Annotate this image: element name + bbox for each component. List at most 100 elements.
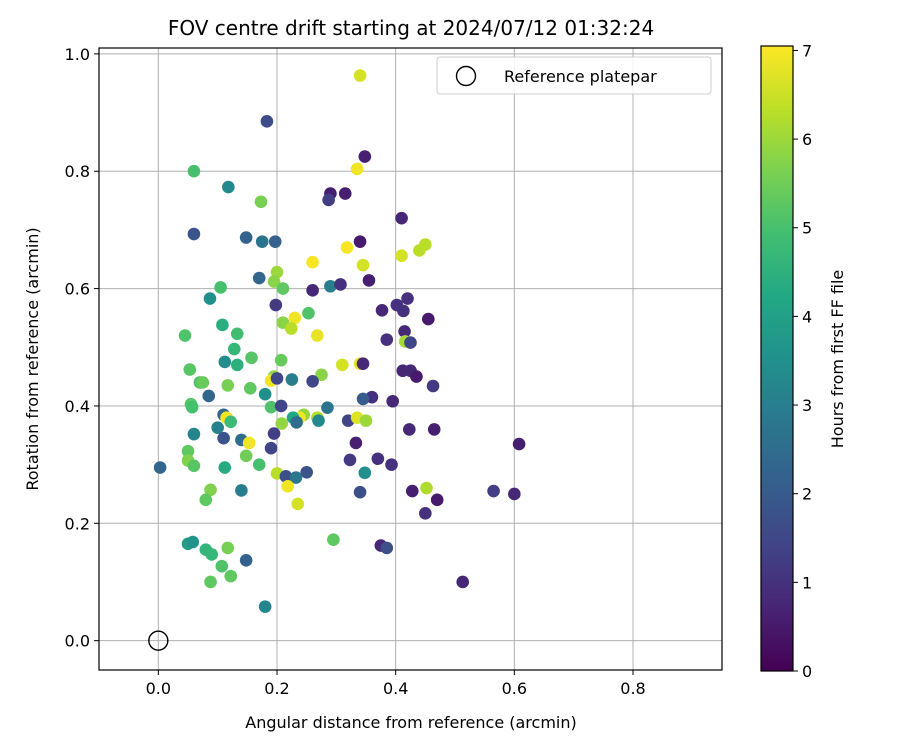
scatter-point xyxy=(362,274,376,287)
x-axis-ticks: 0.0 0.2 0.4 0.6 0.8 xyxy=(146,670,646,698)
y-tick-label: 1.0 xyxy=(65,45,90,64)
y-tick-label: 0.4 xyxy=(65,397,90,416)
scatter-point xyxy=(359,414,373,427)
scatter-point xyxy=(324,279,337,293)
scatter-point xyxy=(264,441,278,455)
scatter-point xyxy=(375,303,389,317)
scatter-point xyxy=(211,421,224,434)
scatter-point xyxy=(356,258,370,272)
scatter-point xyxy=(270,372,284,385)
scatter-point xyxy=(215,559,229,573)
scatter-point xyxy=(268,235,282,248)
scatter-point xyxy=(274,353,288,367)
scatter-point xyxy=(306,374,319,388)
scatter-point xyxy=(153,461,167,474)
scatter-points xyxy=(153,69,526,613)
scatter-point xyxy=(398,325,411,338)
scatter-point xyxy=(267,275,281,288)
scatter-point xyxy=(380,333,394,346)
scatter-point xyxy=(291,497,305,511)
scatter-point xyxy=(353,485,367,499)
scatter-point xyxy=(315,368,328,382)
scatter-point xyxy=(353,235,367,248)
chart-title: FOV centre drift starting at 2024/07/12 … xyxy=(168,16,654,40)
scatter-point xyxy=(245,351,258,365)
scatter-point xyxy=(487,484,500,498)
scatter-point xyxy=(276,282,290,295)
scatter-point xyxy=(349,436,363,450)
scatter-point xyxy=(290,416,303,429)
scatter-point xyxy=(350,162,364,176)
scatter-point xyxy=(285,373,299,386)
scatter-point xyxy=(227,342,241,356)
colorbar-tick-label: 3 xyxy=(802,396,812,415)
scatter-point xyxy=(274,399,288,413)
scatter-point xyxy=(205,548,219,561)
scatter-point xyxy=(338,187,352,200)
scatter-point xyxy=(335,358,349,372)
scatter-point xyxy=(187,459,201,473)
x-axis-label: Angular distance from reference (arcmin) xyxy=(245,713,576,732)
scatter-point xyxy=(404,336,417,349)
scatter-point xyxy=(300,465,313,479)
legend-box xyxy=(436,56,712,95)
scatter-point xyxy=(419,507,432,520)
scatter-point xyxy=(288,311,302,325)
scatter-point xyxy=(306,255,319,269)
scatter-point xyxy=(322,193,335,207)
x-tick-label: 0.2 xyxy=(264,679,289,698)
scatter-point xyxy=(244,382,257,395)
scatter-point xyxy=(356,392,370,406)
scatter-point xyxy=(403,423,416,436)
y-tick-label: 0.6 xyxy=(65,280,90,299)
scatter-point xyxy=(312,414,325,427)
scatter-point xyxy=(267,427,281,440)
scatter-point xyxy=(264,400,278,414)
scatter-point xyxy=(413,244,426,257)
scatter-point xyxy=(405,484,419,498)
scatter-point xyxy=(512,437,526,451)
scatter-point xyxy=(306,284,319,297)
scatter-point xyxy=(385,458,398,471)
scatter-point xyxy=(284,322,298,335)
scatter-point xyxy=(178,329,192,342)
scatter-point xyxy=(353,69,367,82)
scatter-point xyxy=(401,292,414,305)
scatter-point xyxy=(427,423,441,436)
scatter-point xyxy=(203,292,217,305)
scatter-point xyxy=(420,481,433,495)
scatter-point xyxy=(217,431,230,445)
scatter-point xyxy=(311,329,324,342)
scatter-point xyxy=(456,575,470,589)
colorbar-tick-label: 7 xyxy=(802,41,812,60)
scatter-point xyxy=(183,363,197,376)
reference-platepar-marker xyxy=(148,630,169,651)
colorbar-tick-label: 1 xyxy=(802,573,812,592)
scatter-point xyxy=(340,241,354,254)
scatter-point xyxy=(275,417,289,430)
scatter-point xyxy=(281,480,294,493)
scatter-point xyxy=(187,427,201,441)
scatter-point xyxy=(221,541,235,555)
scatter-point xyxy=(224,415,238,429)
y-tick-label: 0.8 xyxy=(65,162,90,181)
scatter-point xyxy=(218,461,232,474)
colorbar-gradient xyxy=(760,45,794,672)
scatter-point xyxy=(358,466,372,480)
scatter-point xyxy=(426,379,440,393)
scatter-point xyxy=(242,436,256,450)
legend-open-circle-icon xyxy=(455,65,477,87)
scatter-point xyxy=(356,357,370,370)
scatter-point xyxy=(185,400,199,414)
colorbar-tick-label: 2 xyxy=(802,485,812,504)
scatter-point xyxy=(371,452,385,466)
y-tick-label: 0.2 xyxy=(65,514,90,533)
scatter-point xyxy=(230,358,244,372)
colorbar: 0 1 2 3 4 5 6 7 Hours from first FF file xyxy=(760,41,847,681)
scatter-point xyxy=(252,458,266,471)
colorbar-tick-label: 4 xyxy=(802,307,812,326)
scatter-point xyxy=(386,394,400,408)
scatter-point xyxy=(214,281,227,294)
legend-entry-reference-platepar: Reference platepar xyxy=(504,67,657,86)
